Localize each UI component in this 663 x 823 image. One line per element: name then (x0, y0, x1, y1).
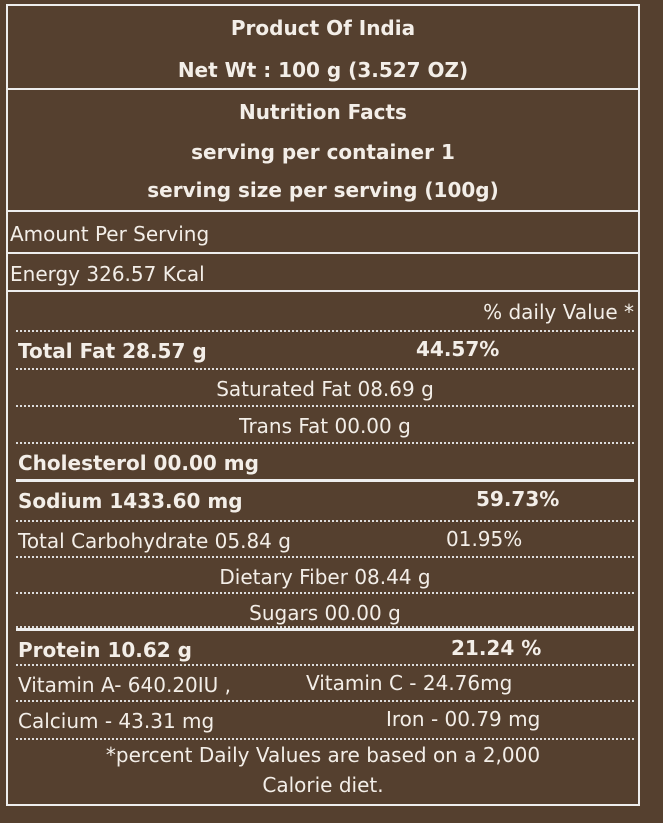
nutrient-row: Trans Fat 00.00 g (16, 407, 634, 444)
nutrient-label: Sugars 00.00 g (249, 601, 401, 625)
net-weight: Net Wt : 100 g (3.527 OZ) (177, 58, 469, 82)
daily-value: Iron - 00.79 mg (386, 707, 541, 731)
nutrient-row: Cholesterol 00.00 mg (16, 444, 634, 482)
facts-title: Nutrition Facts (239, 100, 407, 124)
nutrient-label: Protein 10.62 g (18, 638, 192, 662)
nutrient-row: Dietary Fiber 08.44 g (16, 558, 634, 594)
energy: Energy 326.57 Kcal (10, 262, 205, 286)
daily-value: 21.24 % (451, 636, 542, 660)
nutrient-row: Calcium - 43.31 mg Iron - 00.79 mg (16, 702, 634, 740)
dv-header: % daily Value * (483, 300, 634, 324)
energy-box: Energy 326.57 Kcal (6, 252, 640, 292)
nutrient-row: Total Carbohydrate 05.84 g 01.95% (16, 522, 634, 558)
nutrient-label: Trans Fat 00.00 g (239, 414, 411, 438)
servings: serving per container 1 (191, 140, 455, 164)
nutrient-row: Total Fat 28.57 g 44.57% (16, 332, 634, 370)
product-origin: Product Of India (230, 16, 416, 40)
nutrient-row: Sodium 1433.60 mg 59.73% (16, 482, 634, 522)
nutrient-row: Saturated Fat 08.69 g (16, 370, 634, 407)
nutrient-label: Saturated Fat 08.69 g (216, 377, 434, 401)
nutrient-label: Sodium 1433.60 mg (18, 489, 243, 513)
amount-label: Amount Per Serving (10, 222, 210, 246)
nutrients-box: % daily Value * Total Fat 28.57 g 44.57% S… (6, 290, 640, 806)
footnote: *percent Daily Values are based on a 2,0… (105, 743, 541, 797)
header-box: Product Of India Net Wt : 100 g (3.527 O… (6, 4, 640, 90)
serving-size: serving size per serving (100g) (147, 178, 499, 202)
nutrient-row: Protein 10.62 g 21.24 % (16, 628, 634, 666)
nutrient-label: Cholesterol 00.00 mg (18, 451, 259, 475)
dv-header-row: % daily Value * (16, 292, 634, 332)
daily-value: 44.57% (416, 337, 500, 361)
nutrient-label: Total Fat 28.57 g (18, 339, 207, 363)
nutrient-label: Dietary Fiber 08.44 g (219, 565, 431, 589)
amount-box: Amount Per Serving (6, 210, 640, 254)
nutrient-label: Total Carbohydrate 05.84 g (18, 529, 291, 553)
facts-box: Nutrition Facts serving per container 1 … (6, 88, 640, 212)
nutrient-label: Calcium - 43.31 mg (18, 709, 215, 733)
nutrient-label: Vitamin A- 640.20IU , (18, 673, 232, 697)
daily-value: Vitamin C - 24.76mg (306, 671, 513, 695)
daily-value: 59.73% (476, 487, 560, 511)
nutrient-row: Sugars 00.00 g (16, 594, 634, 628)
nutrient-row: Vitamin A- 640.20IU , Vitamin C - 24.76mg (16, 666, 634, 702)
daily-value: 01.95% (446, 527, 523, 551)
